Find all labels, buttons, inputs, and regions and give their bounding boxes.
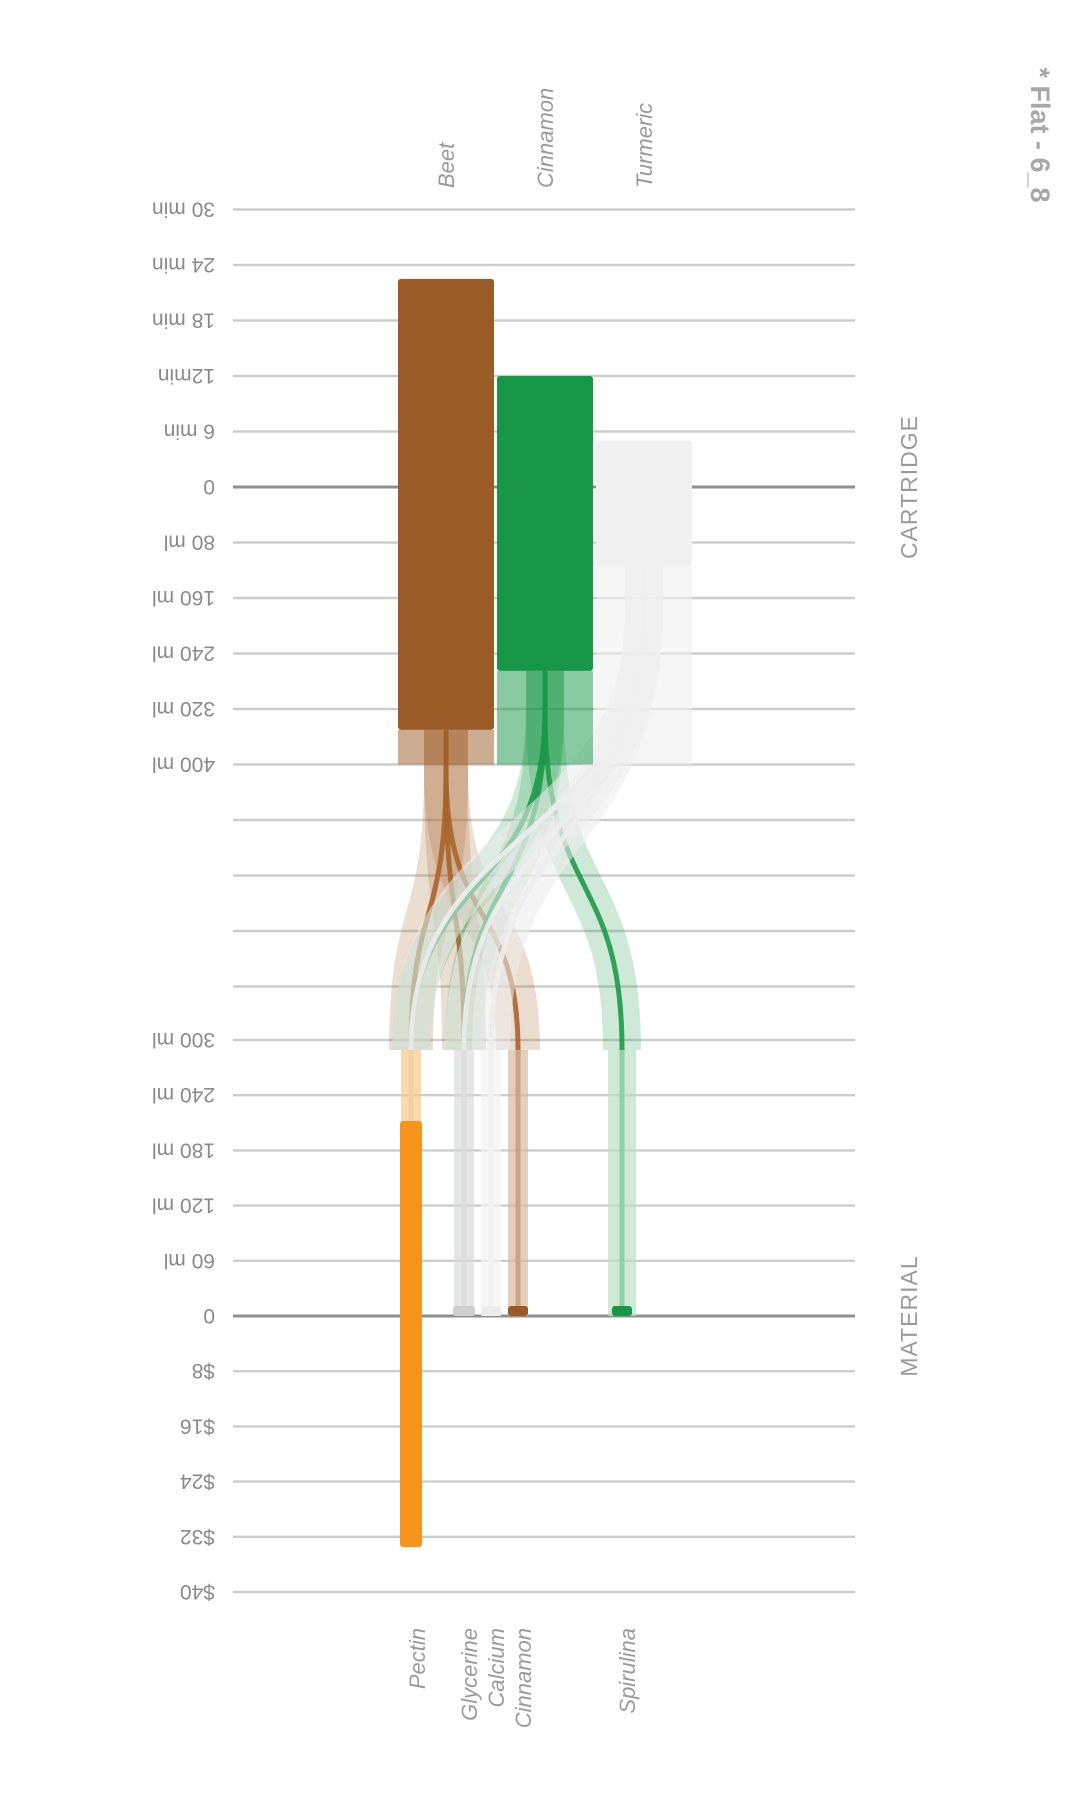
tick-label-cartridge-volume: 240 ml xyxy=(152,642,215,665)
cartridge-volume-extension xyxy=(596,566,692,765)
figure-title: * Flat - 6_8 xyxy=(1025,67,1055,202)
cartridge-label: Beet xyxy=(434,142,459,188)
tick-label-time: 6 min xyxy=(164,420,215,443)
material-bar xyxy=(481,1306,501,1316)
cartridge-volume-extension xyxy=(497,670,593,765)
material-bar xyxy=(612,1306,632,1316)
flow-ribbons xyxy=(389,566,692,1316)
material-bar xyxy=(400,1120,422,1548)
tick-label-cartridge-volume: 80 ml xyxy=(164,531,215,554)
nodes xyxy=(398,278,692,1548)
section-label-cartridge: CARTRIDGE xyxy=(896,415,922,559)
material-column xyxy=(481,1050,501,1316)
tick-label-material-volume: 240 ml xyxy=(152,1083,215,1106)
tick-label-material-volume: 60 ml xyxy=(164,1249,215,1272)
material-label: Cinnamon xyxy=(511,1628,536,1728)
tick-label-time: 24 min xyxy=(152,253,215,276)
cartridge-label: Cinnamon xyxy=(533,88,558,188)
material-bar xyxy=(453,1306,475,1316)
cartridge-volume-extension xyxy=(398,729,494,765)
material-label: Spirulina xyxy=(615,1628,640,1714)
cartridge-bar xyxy=(497,376,593,671)
category-labels: Beet Cinnamon Turmeric Pectin Glycerine Calci… xyxy=(405,88,657,1729)
tick-label-material-volume: 180 ml xyxy=(152,1138,215,1161)
cartridge-bar xyxy=(398,278,494,730)
material-label: Pectin xyxy=(405,1628,430,1689)
material-bar xyxy=(508,1306,528,1316)
tick-label-cartridge-volume: 320 ml xyxy=(152,697,215,720)
tick-label-material-volume: 120 ml xyxy=(152,1194,215,1217)
tick-label-time: 12min xyxy=(158,364,215,387)
tick-label-cost: $24 xyxy=(180,1470,215,1493)
section-label-material: MATERIAL xyxy=(896,1255,922,1376)
material-label: Calcium xyxy=(484,1628,509,1707)
tick-label-time: 18 min xyxy=(152,309,215,332)
tick-label-cost: $8 xyxy=(192,1359,215,1382)
cartridge-label: Turmeric xyxy=(632,103,657,188)
tick-label-time: 0 xyxy=(203,475,215,498)
tick-label-cartridge-volume: 400 ml xyxy=(152,753,215,776)
tick-labels: 30 min 24 min 18 min 12min 6 min 0 80 ml 160 ml… xyxy=(152,198,215,1604)
material-column xyxy=(508,1050,528,1316)
cartridge-bar xyxy=(596,440,692,567)
tick-label-material-volume: 0 xyxy=(203,1304,215,1327)
tick-label-cost: $40 xyxy=(180,1580,215,1603)
material-column xyxy=(454,1050,474,1316)
tick-label-cartridge-volume: 160 ml xyxy=(152,586,215,609)
tick-label-cost: $32 xyxy=(180,1525,215,1548)
tick-label-material-volume: 300 ml xyxy=(152,1028,215,1051)
material-column xyxy=(608,1050,636,1316)
tick-label-time: 30 min xyxy=(152,198,215,221)
tick-label-cost: $16 xyxy=(180,1414,215,1437)
material-label: Glycerine xyxy=(457,1628,482,1721)
